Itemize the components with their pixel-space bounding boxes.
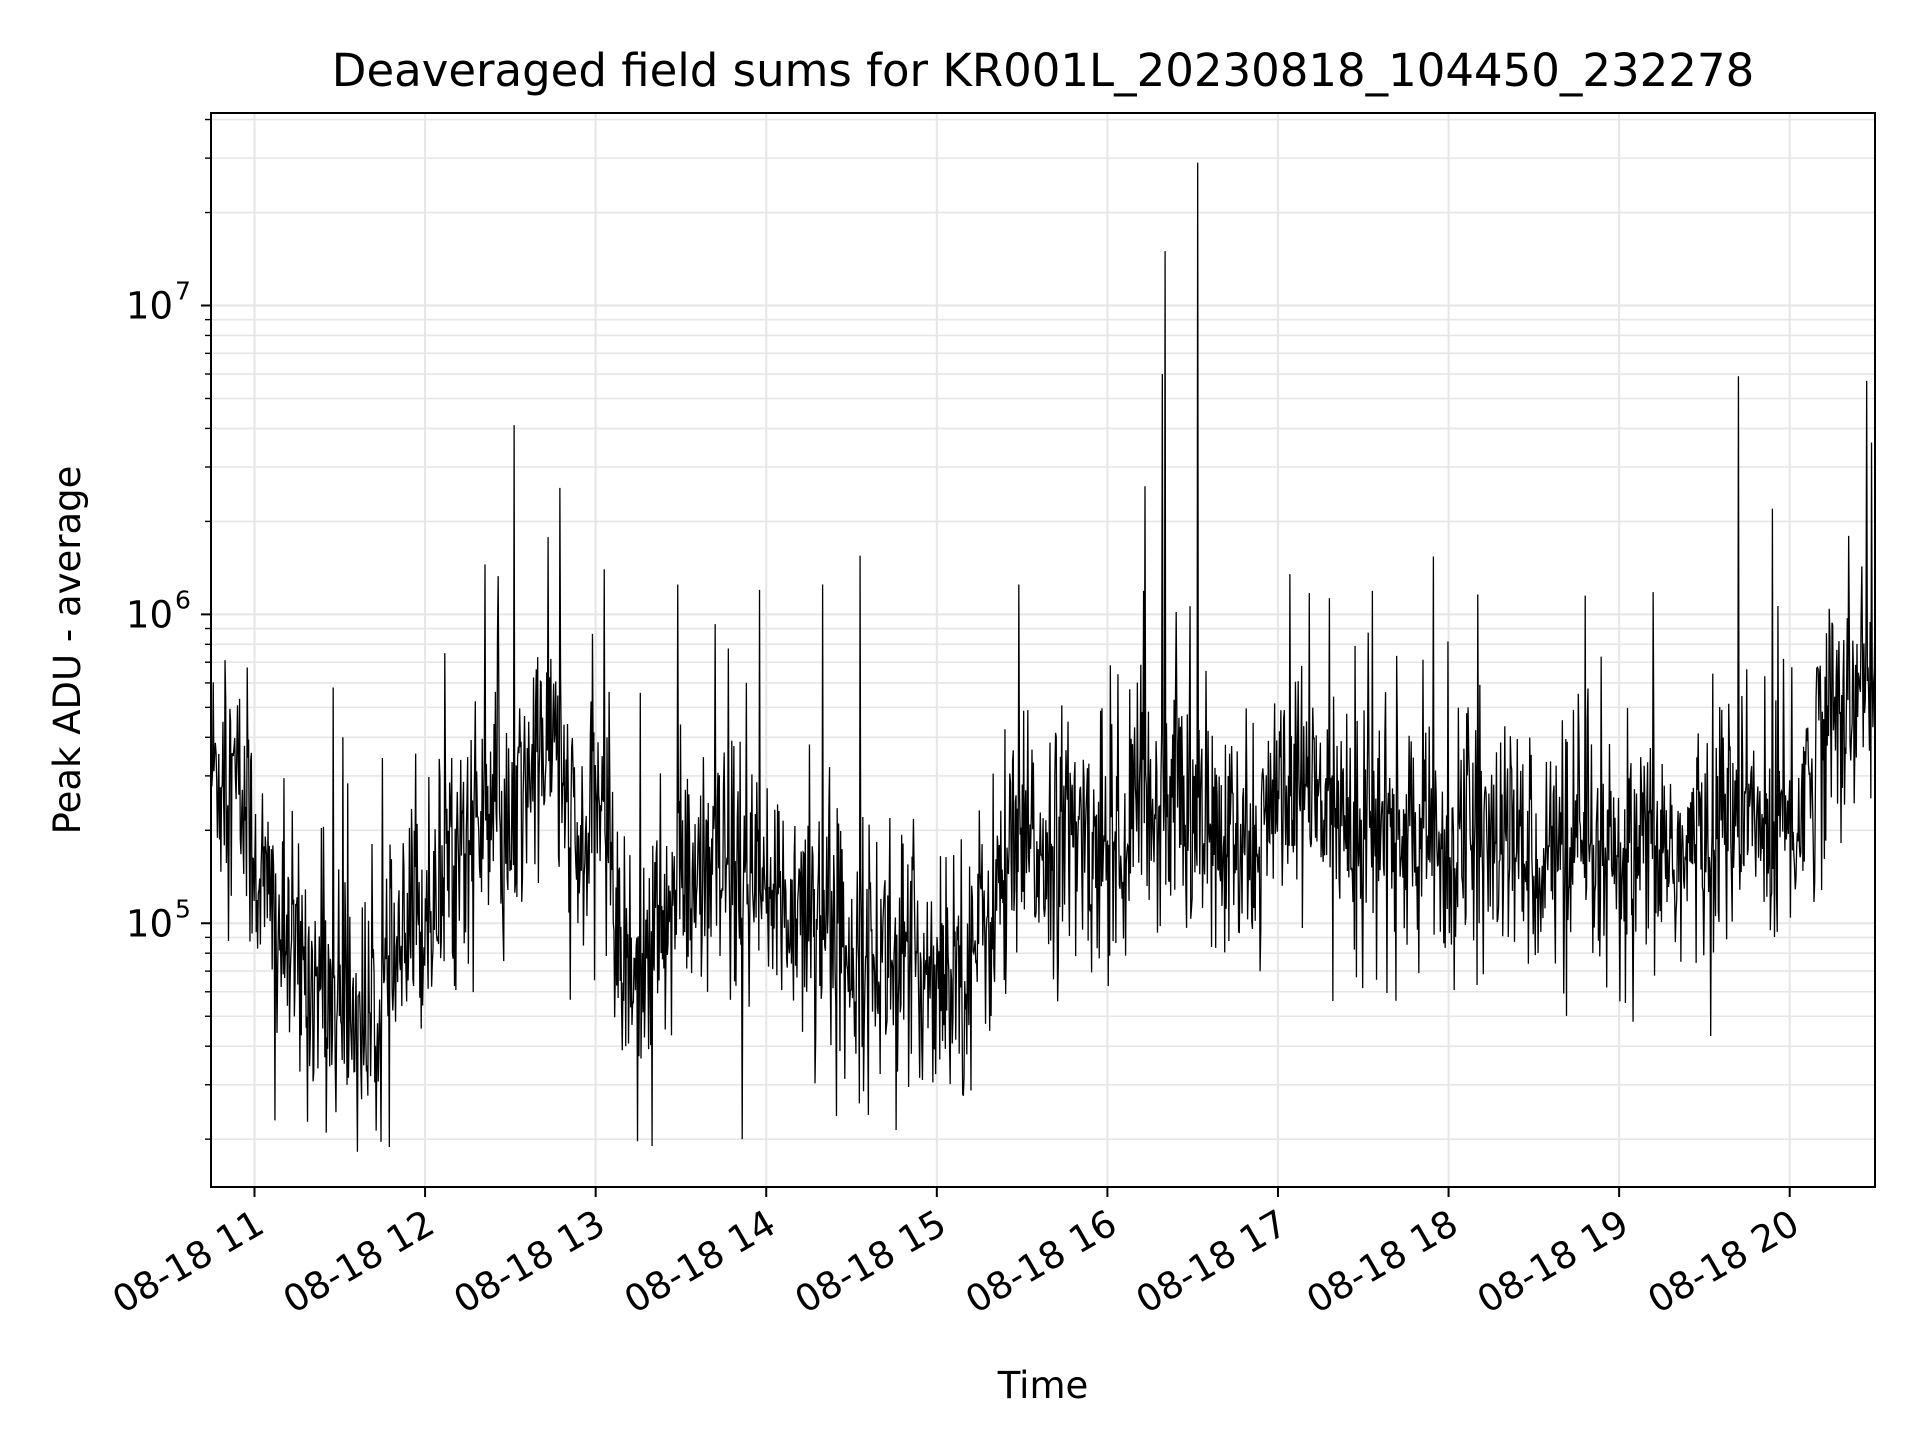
y-tick-label: 10 <box>126 285 173 328</box>
chart-title: Deaveraged field sums for KR001L_2023081… <box>332 44 1754 97</box>
x-axis-label: Time <box>997 1364 1089 1407</box>
y-tick-label: 10 <box>126 902 173 945</box>
y-axis-label: Peak ADU - average <box>46 466 89 835</box>
y-tick-exponent: 7 <box>175 277 191 306</box>
y-tick-exponent: 6 <box>175 585 191 614</box>
y-tick-exponent: 5 <box>175 894 191 923</box>
plot-frame <box>210 112 1876 1188</box>
y-tick-label: 10 <box>126 593 173 636</box>
series-line <box>211 162 1876 1152</box>
grid-layer <box>211 113 1875 1187</box>
series-layer <box>211 162 1876 1152</box>
